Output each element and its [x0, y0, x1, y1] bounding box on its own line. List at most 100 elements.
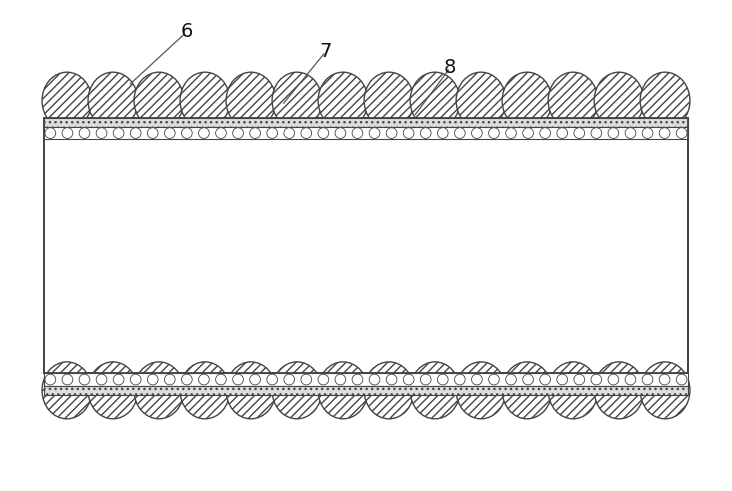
- Ellipse shape: [640, 362, 690, 419]
- Ellipse shape: [410, 362, 460, 419]
- Ellipse shape: [502, 72, 552, 129]
- Circle shape: [438, 374, 448, 385]
- Circle shape: [266, 374, 277, 385]
- Text: 6: 6: [181, 23, 193, 41]
- Text: 7: 7: [320, 42, 332, 61]
- Circle shape: [539, 374, 550, 385]
- Ellipse shape: [134, 72, 184, 129]
- Circle shape: [608, 128, 619, 138]
- Circle shape: [369, 374, 380, 385]
- Circle shape: [523, 128, 534, 138]
- Circle shape: [233, 374, 244, 385]
- Circle shape: [660, 128, 670, 138]
- Ellipse shape: [180, 362, 230, 419]
- Ellipse shape: [226, 72, 276, 129]
- Ellipse shape: [364, 72, 414, 129]
- Ellipse shape: [594, 72, 644, 129]
- Circle shape: [557, 374, 567, 385]
- Circle shape: [216, 374, 226, 385]
- Circle shape: [318, 128, 329, 138]
- Circle shape: [198, 128, 209, 138]
- Circle shape: [625, 128, 636, 138]
- Circle shape: [420, 128, 431, 138]
- Circle shape: [557, 128, 567, 138]
- Circle shape: [216, 128, 226, 138]
- Circle shape: [471, 374, 482, 385]
- Bar: [44, 127, 688, 139]
- Circle shape: [642, 128, 653, 138]
- Circle shape: [660, 374, 670, 385]
- Bar: [44, 373, 688, 386]
- Circle shape: [165, 374, 175, 385]
- Ellipse shape: [640, 72, 690, 129]
- Circle shape: [147, 374, 158, 385]
- Circle shape: [335, 374, 346, 385]
- Circle shape: [284, 374, 294, 385]
- Circle shape: [130, 128, 141, 138]
- Text: 8: 8: [444, 58, 456, 77]
- Circle shape: [233, 128, 244, 138]
- Circle shape: [420, 374, 431, 385]
- Ellipse shape: [88, 362, 138, 419]
- Ellipse shape: [272, 72, 322, 129]
- Ellipse shape: [502, 362, 552, 419]
- Circle shape: [198, 374, 209, 385]
- Ellipse shape: [134, 362, 184, 419]
- Circle shape: [386, 128, 397, 138]
- Circle shape: [130, 374, 141, 385]
- Circle shape: [438, 128, 448, 138]
- Circle shape: [403, 374, 414, 385]
- Ellipse shape: [456, 362, 506, 419]
- Ellipse shape: [456, 72, 506, 129]
- Ellipse shape: [410, 72, 460, 129]
- Circle shape: [506, 128, 516, 138]
- Circle shape: [506, 374, 516, 385]
- Bar: [44, 118, 688, 373]
- Circle shape: [369, 128, 380, 138]
- Circle shape: [488, 128, 499, 138]
- Circle shape: [182, 128, 193, 138]
- Circle shape: [642, 374, 653, 385]
- Bar: [44, 118, 688, 127]
- Circle shape: [488, 374, 499, 385]
- Circle shape: [79, 128, 90, 138]
- Ellipse shape: [272, 362, 322, 419]
- Circle shape: [96, 374, 107, 385]
- Circle shape: [352, 128, 363, 138]
- Ellipse shape: [226, 362, 276, 419]
- Circle shape: [45, 374, 56, 385]
- Ellipse shape: [548, 72, 598, 129]
- Ellipse shape: [88, 72, 138, 129]
- Circle shape: [147, 128, 158, 138]
- Ellipse shape: [180, 72, 230, 129]
- Circle shape: [523, 374, 534, 385]
- Circle shape: [318, 374, 329, 385]
- Circle shape: [301, 374, 312, 385]
- Circle shape: [250, 128, 261, 138]
- Circle shape: [471, 128, 482, 138]
- Circle shape: [574, 374, 585, 385]
- Ellipse shape: [42, 72, 92, 129]
- Circle shape: [165, 128, 175, 138]
- Circle shape: [591, 374, 602, 385]
- Ellipse shape: [548, 362, 598, 419]
- Circle shape: [676, 128, 687, 138]
- Circle shape: [625, 374, 636, 385]
- Circle shape: [301, 128, 312, 138]
- Ellipse shape: [42, 362, 92, 419]
- Circle shape: [352, 374, 363, 385]
- Circle shape: [455, 128, 466, 138]
- Circle shape: [62, 374, 72, 385]
- Bar: [44, 386, 688, 395]
- Circle shape: [676, 374, 687, 385]
- Circle shape: [591, 128, 602, 138]
- Circle shape: [455, 374, 466, 385]
- Circle shape: [113, 374, 124, 385]
- Circle shape: [250, 374, 261, 385]
- Circle shape: [266, 128, 277, 138]
- Circle shape: [182, 374, 193, 385]
- Circle shape: [386, 374, 397, 385]
- Bar: [44, 118, 688, 373]
- Circle shape: [79, 374, 90, 385]
- Circle shape: [335, 128, 346, 138]
